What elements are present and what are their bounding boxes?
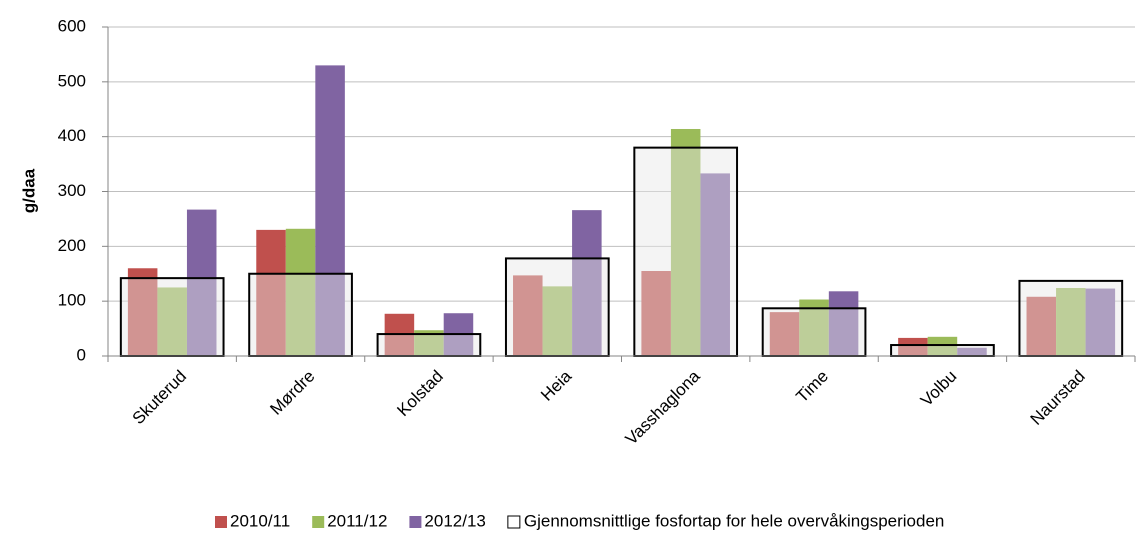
bar — [513, 275, 543, 356]
bar — [927, 336, 958, 356]
legend-swatch — [312, 516, 325, 528]
bar — [1026, 296, 1057, 356]
y-tick-label: 600 — [58, 16, 86, 35]
x-tick-label: Kolstad — [393, 367, 447, 421]
legend-swatch — [507, 515, 521, 529]
x-tick-label: Naurstad — [1027, 367, 1089, 429]
bar — [127, 268, 158, 356]
x-tick-label: Time — [792, 367, 832, 407]
legend-swatch — [215, 516, 227, 528]
x-tick-label: Skuterud — [129, 367, 191, 429]
y-tick-label: 300 — [58, 181, 86, 200]
bar — [1056, 288, 1086, 356]
average-box — [761, 307, 867, 358]
bar — [315, 65, 345, 356]
bar — [157, 287, 187, 356]
average-box — [376, 333, 482, 358]
average-box — [504, 257, 610, 357]
y-tick-label: 500 — [58, 71, 86, 90]
y-tick-label: 0 — [77, 345, 86, 364]
bar — [542, 286, 573, 356]
y-tick-label: 400 — [58, 126, 86, 145]
legend-label: Gjennomsnittlige fosfortap for hele over… — [524, 511, 945, 530]
bar — [670, 128, 701, 356]
legend-label: 2011/12 — [327, 511, 387, 530]
y-tick-label: 200 — [58, 236, 86, 255]
bar — [641, 271, 671, 356]
legend-label: 2012/13 — [424, 511, 485, 530]
bar — [828, 291, 859, 356]
bar — [285, 228, 316, 356]
bar — [957, 347, 987, 356]
y-tick-label: 100 — [58, 291, 86, 310]
bar — [898, 337, 928, 356]
bar — [769, 312, 800, 356]
average-box — [119, 277, 225, 357]
x-tick-label: Mørdre — [266, 367, 318, 419]
bar — [700, 173, 730, 356]
average-box — [633, 146, 739, 357]
bar — [1085, 288, 1116, 356]
y-axis-label: g/daa — [19, 168, 38, 213]
bar — [256, 229, 286, 356]
average-box — [248, 272, 353, 357]
x-tick-label: Vasshaglona — [622, 366, 704, 448]
average-box — [1018, 279, 1124, 357]
x-tick-label: Heia — [537, 366, 576, 405]
legend-label: 2010/11 — [230, 511, 290, 530]
legend-swatch — [409, 516, 422, 528]
bar — [186, 209, 217, 356]
x-tick-label: Volbu — [917, 367, 961, 411]
average-box — [890, 344, 995, 357]
bar — [572, 210, 602, 356]
